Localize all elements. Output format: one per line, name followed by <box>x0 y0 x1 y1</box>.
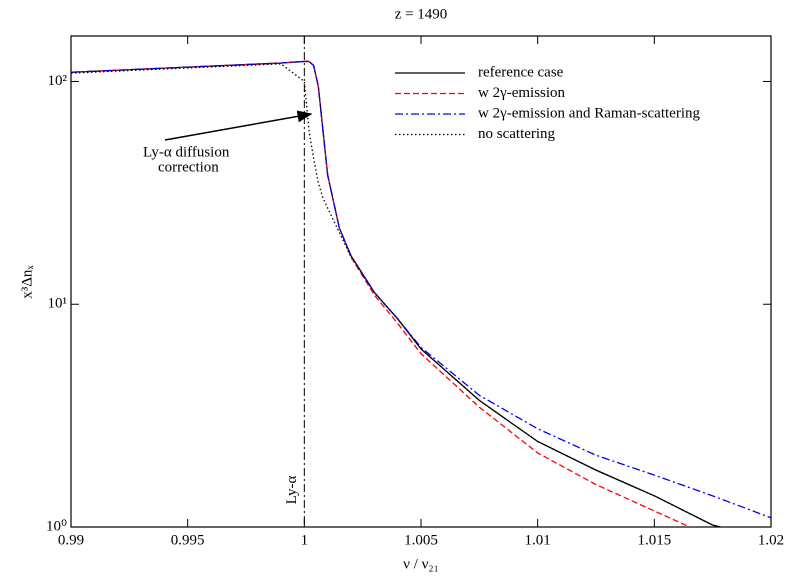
series-line <box>71 63 724 527</box>
legend-label: w 2γ-emission and Raman-scattering <box>478 105 700 121</box>
annotation: Ly-α diffusion <box>143 144 230 160</box>
plot-area <box>71 36 771 527</box>
annotation: correction <box>158 159 219 175</box>
x-tick-label: 1.015 <box>637 532 671 548</box>
legend-label: no scattering <box>478 126 556 142</box>
chart-title: z = 1490 <box>395 6 448 22</box>
series-line <box>71 60 724 527</box>
x-axis-label: ν / ν₂₁ <box>403 556 439 572</box>
x-tick-label: 1 <box>301 532 309 548</box>
x-tick-label: 0.99 <box>58 532 84 548</box>
x-tick-label: 1.01 <box>525 532 551 548</box>
x-tick-label: 0.995 <box>171 532 205 548</box>
x-tick-label: 1.005 <box>404 532 438 548</box>
series-line <box>71 60 692 527</box>
y-tick-label: 10⁰ <box>46 518 67 534</box>
y-axis-label: x³Δnₓ <box>19 265 35 299</box>
legend-label: w 2γ-emission <box>478 85 566 101</box>
legend-label: reference case <box>478 64 564 80</box>
series-line <box>71 60 771 519</box>
x-tick-label: 1.02 <box>758 532 784 548</box>
y-tick-label: 10² <box>48 73 68 89</box>
y-tick-label: 10¹ <box>48 296 68 312</box>
reference-line-label: Ly-α <box>284 476 300 505</box>
annotation-arrow <box>164 110 313 141</box>
